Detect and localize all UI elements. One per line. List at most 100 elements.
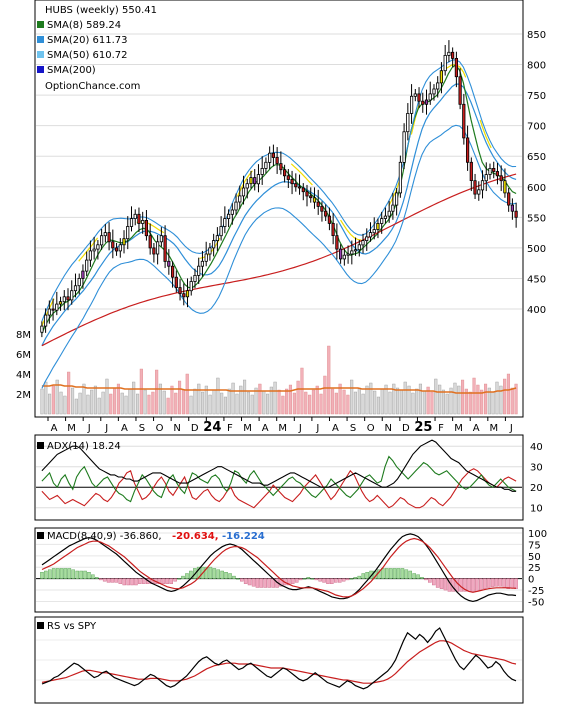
volume-bar [288, 384, 293, 415]
candle-body [92, 248, 96, 252]
month-label: S [139, 423, 145, 434]
macd-histogram-bar [44, 570, 48, 579]
volume-bar [441, 389, 446, 415]
volume-bar [59, 391, 63, 415]
macd-histogram-bar [428, 578, 432, 583]
candle-body [391, 204, 395, 212]
volume-bar [109, 393, 113, 415]
macd-histogram-bar [463, 578, 467, 592]
macd-histogram-bar [330, 578, 334, 584]
volume-bar [399, 389, 403, 415]
candle-body [88, 250, 92, 261]
candle-body [421, 100, 425, 105]
month-label: O [156, 423, 164, 434]
month-label: N [385, 423, 392, 434]
legend-swatch-sma50 [37, 51, 44, 58]
macd-histogram-bar [506, 578, 510, 589]
volume-bar [277, 389, 281, 415]
volume-bar [281, 395, 285, 415]
volume-bar [242, 379, 247, 415]
candle-body [279, 163, 283, 171]
candle-body [103, 232, 107, 237]
adx-tick-label: 40 [530, 442, 543, 453]
candle-body [73, 285, 78, 292]
volume-bar [449, 387, 453, 415]
macd-histogram-bar [239, 578, 244, 582]
macd-histogram-bar [341, 578, 346, 582]
volume-bar [185, 373, 189, 415]
volume-bar [44, 381, 48, 415]
macd-histogram-bar [177, 578, 181, 580]
volume-bar [319, 393, 323, 415]
macd-histogram-bar [306, 577, 311, 579]
candle-body [167, 260, 171, 267]
volume-tick-label: 8M [16, 330, 31, 341]
volume-bar [170, 385, 174, 415]
macd-tick-label: 100 [528, 529, 547, 540]
volume-bar [93, 385, 97, 415]
month-label: F [227, 423, 233, 434]
candle-body [238, 195, 242, 203]
volume-bar [506, 373, 511, 415]
candle-body [122, 238, 126, 246]
candle-body [368, 232, 373, 238]
volume-bar [380, 388, 384, 415]
volume-bar [304, 391, 308, 415]
macd-series-line [41, 537, 516, 598]
volume-bar [212, 389, 216, 415]
volume-bar [422, 390, 426, 415]
macd-histogram-bar [51, 568, 56, 579]
macd-histogram-bar [416, 574, 420, 579]
macd-histogram-bar [298, 578, 303, 581]
candle-body [271, 152, 276, 158]
month-label: M [67, 423, 76, 434]
volume-bar [70, 387, 75, 415]
month-label: D [402, 423, 410, 434]
volume-bar [273, 381, 277, 415]
month-axis: A M J J A S O N D 24 F M A M J J A S O N D 25 F M A M J [47, 417, 513, 435]
volume-bar [453, 382, 457, 415]
candle-body [40, 325, 44, 333]
volume-bar [468, 391, 472, 415]
macd-histogram-bar [114, 578, 119, 583]
legend-label-sma20: SMA(20) 611.73 [47, 35, 128, 46]
month-label: M [489, 423, 498, 434]
month-label: D [191, 423, 199, 434]
macd-histogram-bar [408, 570, 413, 579]
macd-histogram-bar [48, 569, 52, 579]
adx-lines [41, 439, 517, 509]
macd-histogram-bar [279, 578, 283, 587]
volume-bar [269, 386, 273, 415]
volume-bar [112, 387, 117, 415]
volume-bar [97, 397, 101, 415]
candle-body [197, 265, 201, 276]
candle-body [514, 210, 518, 218]
macd-tick-label: 25 [528, 563, 541, 574]
macd-histogram-bar [486, 578, 491, 588]
volume-bar [327, 345, 331, 415]
volume-bar [266, 393, 270, 415]
macd-histogram-bar [455, 578, 460, 592]
candle-body [163, 235, 167, 262]
macd-histogram-bar [63, 568, 68, 579]
candle-body [297, 186, 302, 189]
macd-histogram-bar [138, 578, 142, 584]
candle-body [350, 250, 354, 255]
adx-panel: 40 30 20 10 ADX(14) 18.24 [34, 434, 543, 521]
upper-band-line [41, 59, 517, 322]
macd-histogram-bar [439, 578, 444, 589]
candle-body [264, 161, 268, 169]
legend-swatch-sma200 [37, 66, 44, 73]
volume-bar [480, 389, 484, 415]
volume-bar [514, 383, 518, 415]
macd-lines [41, 533, 517, 603]
macd-histogram-bar [169, 578, 173, 584]
volume-bar [82, 383, 86, 415]
macd-histogram-bar [432, 578, 436, 586]
macd-histogram-bar [294, 578, 299, 583]
candle-body [219, 226, 223, 237]
volume-bar [143, 389, 147, 415]
candle-body [346, 253, 350, 256]
macd-histogram-bar [134, 578, 138, 586]
candle-body [353, 249, 358, 252]
